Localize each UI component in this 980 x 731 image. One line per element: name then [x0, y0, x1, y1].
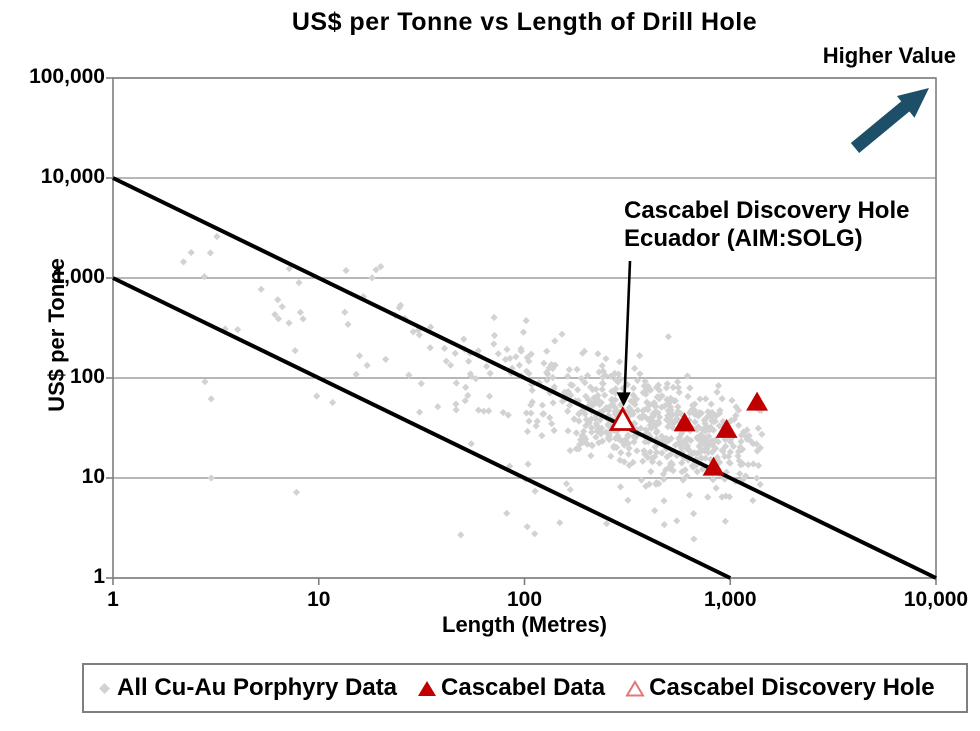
- cascabel-data-point: [746, 391, 769, 411]
- chart-title: US$ per Tonne vs Length of Drill Hole: [291, 8, 758, 36]
- diamond-icon: [99, 682, 110, 694]
- annotation-arrow: [623, 260, 632, 394]
- higher-value-label: Higher Value: [822, 43, 956, 68]
- x-tick-label: 100: [506, 588, 543, 611]
- cascabel-data-point: [702, 456, 725, 476]
- triangle-filled-icon: [418, 680, 437, 696]
- x-tick-label: 10,000: [903, 588, 969, 611]
- y-tick-label: 1: [93, 565, 105, 588]
- legend-item-porphyry-data: All Cu-Au Porphyry Data: [96, 674, 397, 702]
- y-tick-label: 10,000: [40, 165, 105, 188]
- legend-item-discovery-hole: Cascabel Discovery Hole: [625, 674, 935, 702]
- annotation-line-1: Cascabel Discovery Hole: [624, 197, 910, 224]
- y-tick-label: 100,000: [29, 65, 105, 88]
- y-tick-label: 100: [69, 365, 105, 388]
- x-axis-title: Length (Metres): [442, 612, 607, 637]
- legend: All Cu-Au Porphyry Data Cascabel Data Ca…: [82, 663, 968, 713]
- higher-value-arrow-shaft: [850, 99, 912, 154]
- legend-item-cascabel-data: Cascabel Data: [417, 674, 605, 702]
- y-tick-label: 1,000: [52, 265, 105, 288]
- legend-label: Cascabel Data: [441, 674, 606, 701]
- x-tick-label: 10: [307, 588, 331, 611]
- annotation-text: Cascabel Discovery Hole Ecuador (AIM:SOL…: [624, 197, 909, 253]
- cascabel-data-point: [715, 418, 738, 438]
- y-tick-label: 10: [81, 465, 105, 488]
- trend-line-upper-envelope: [112, 176, 937, 580]
- porphyry-scatter-points: [179, 232, 766, 543]
- cascabel-data-point: [673, 412, 696, 432]
- legend-label: All Cu-Au Porphyry Data: [117, 674, 398, 701]
- annotation-arrow-head: [616, 392, 631, 407]
- higher-value-arrow-icon: [896, 88, 929, 118]
- discovery-hole-point: [608, 406, 637, 431]
- triangle-open-icon: [625, 679, 645, 696]
- annotation-line-2: Ecuador (AIM:SOLG): [624, 225, 863, 252]
- trend-line-lower-envelope: [112, 276, 732, 580]
- x-tick-label: 1: [107, 588, 119, 611]
- legend-label: Cascabel Discovery Hole: [649, 674, 935, 701]
- x-tick-label: 1,000: [703, 588, 757, 611]
